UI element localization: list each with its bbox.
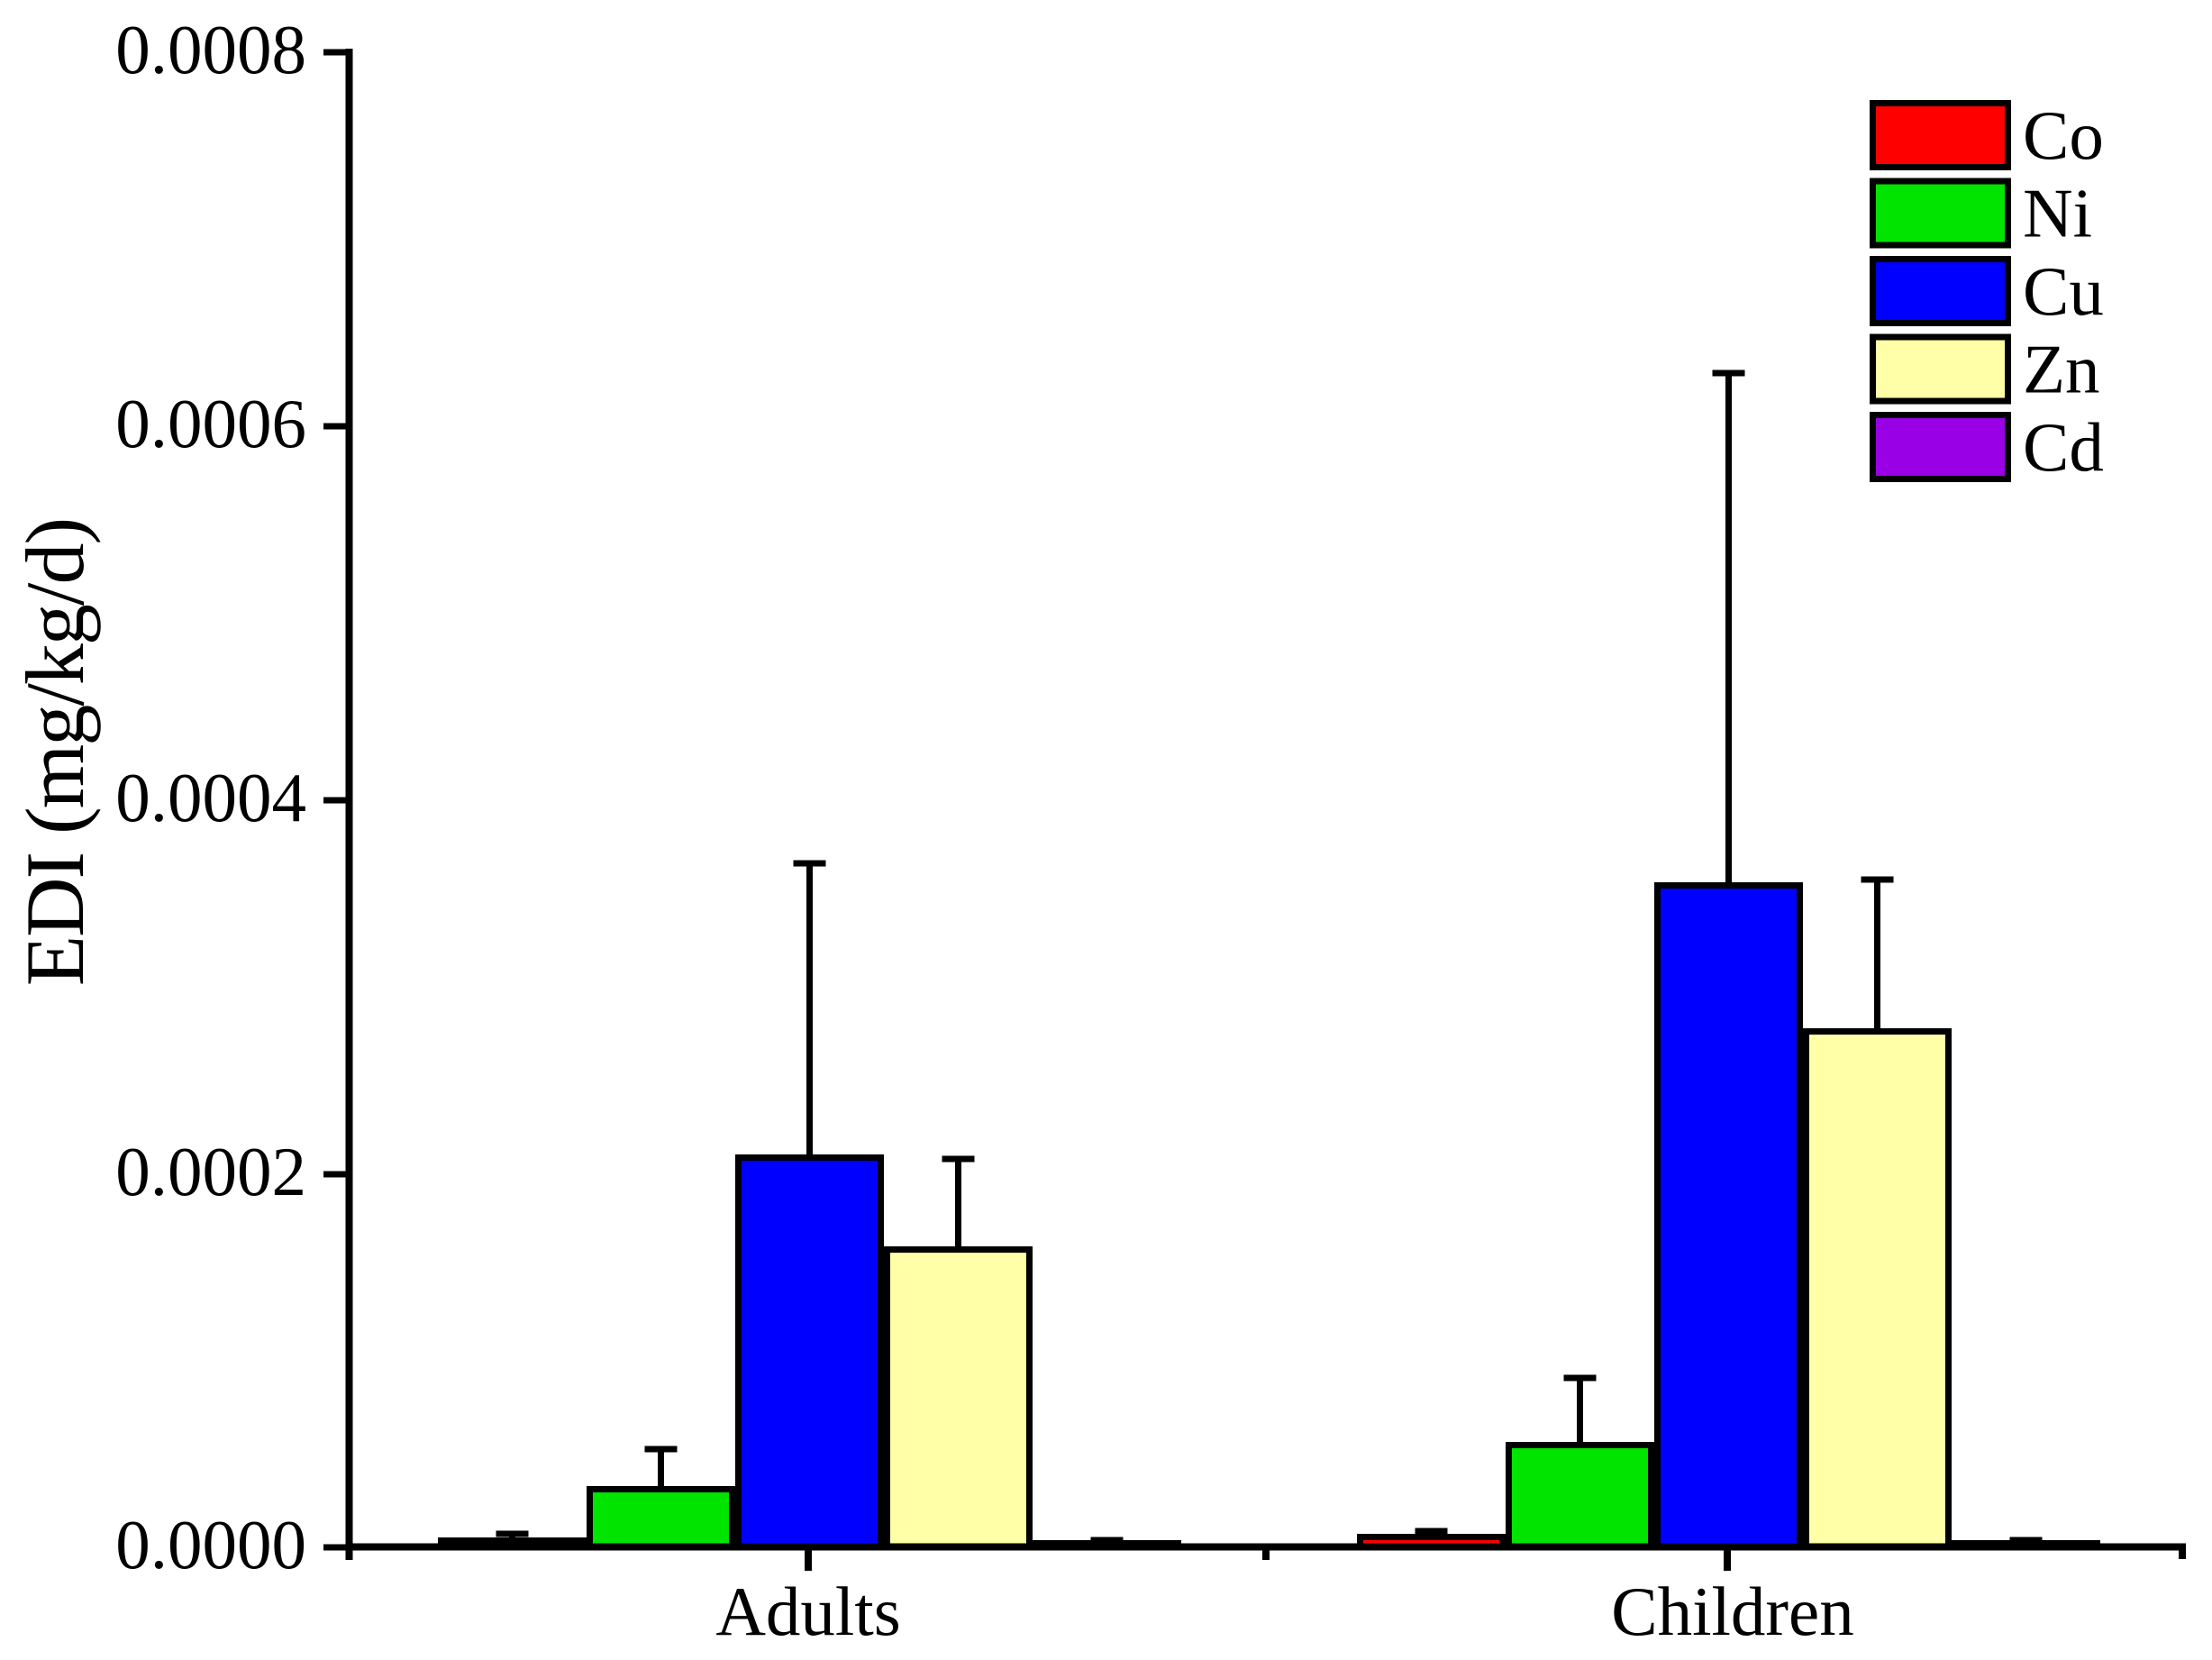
svg-text:Co: Co	[2023, 96, 2104, 174]
svg-text:0.0000: 0.0000	[115, 1506, 306, 1583]
svg-text:0.0008: 0.0008	[115, 11, 306, 88]
svg-text:0.0002: 0.0002	[115, 1133, 306, 1210]
svg-text:Zn: Zn	[2023, 331, 2100, 408]
svg-text:Cd: Cd	[2023, 408, 2104, 486]
svg-text:Cu: Cu	[2023, 252, 2104, 330]
svg-text:Ni: Ni	[2023, 175, 2092, 252]
svg-text:Adults: Adults	[715, 1573, 900, 1650]
svg-text:0.0006: 0.0006	[115, 385, 306, 462]
svg-text:0.0004: 0.0004	[115, 759, 306, 836]
svg-text:Children: Children	[1611, 1573, 1853, 1650]
svg-text:EDI (mg/kg/d): EDI (mg/kg/d)	[9, 519, 101, 986]
